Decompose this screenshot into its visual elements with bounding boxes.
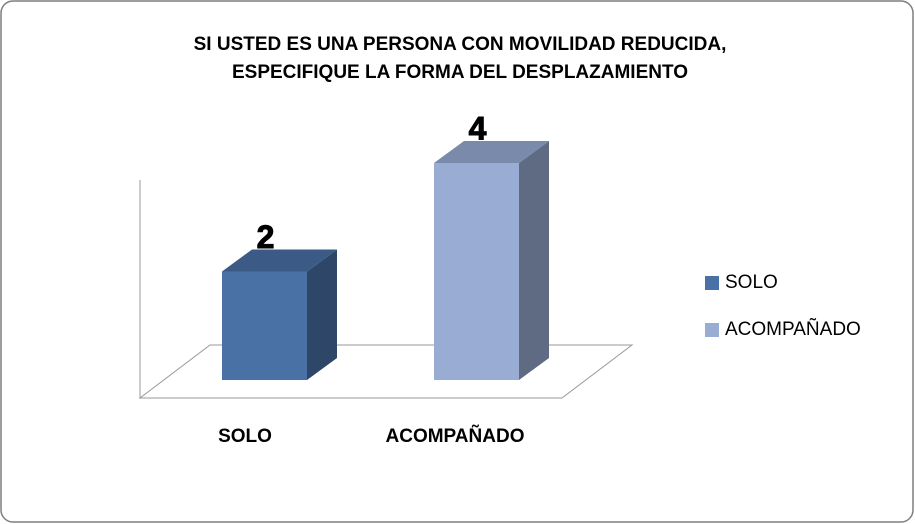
x-tick-label: SOLO — [218, 426, 272, 447]
value-label: 2 — [257, 219, 275, 255]
bar — [222, 271, 307, 380]
chart-title: ESPECIFIQUE LA FORMA DEL DESPLAZAMIENTO — [232, 62, 688, 83]
legend-swatch — [705, 323, 719, 337]
bar-side — [307, 249, 337, 380]
x-tick-label: ACOMPAÑADO — [386, 425, 525, 447]
bar-top — [434, 141, 549, 163]
value-label: 4 — [469, 110, 487, 146]
legend-label: SOLO — [725, 272, 778, 293]
legend-swatch — [705, 276, 719, 290]
floor — [138, 344, 634, 399]
bar-top — [222, 249, 337, 272]
legend-label: ACOMPAÑADO — [725, 318, 861, 340]
bar — [434, 163, 519, 380]
chart-title: SI USTED ES UNA PERSONA CON MOVILIDAD RE… — [194, 34, 727, 55]
bar-side — [519, 141, 549, 380]
